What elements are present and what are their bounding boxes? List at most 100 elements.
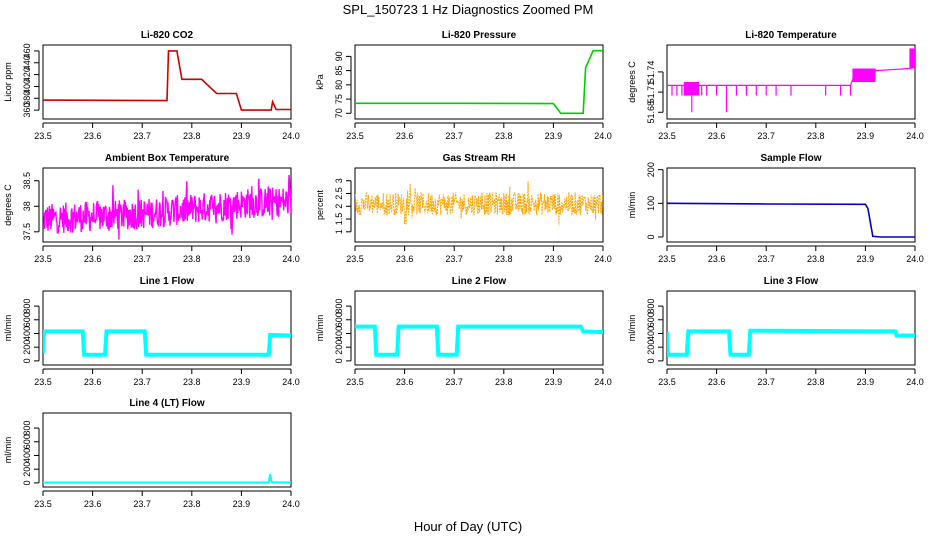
x-tick-label: 24.0 — [594, 377, 612, 387]
x-tick-label: 24.0 — [594, 254, 612, 264]
chart-panel: Line 1 Flow ml/min 23.5 23.6 23.7 23.8 23.9 24.… — [3, 276, 300, 387]
y-tick-label: 360 — [22, 103, 32, 118]
series-line — [43, 174, 291, 240]
plot-frame — [42, 290, 292, 366]
x-tick-label: 23.8 — [807, 377, 825, 387]
chart-panel: Line 4 (LT) Flow ml/min 23.5 23.6 23.7 23.8 23… — [3, 398, 300, 509]
plot-frame — [42, 412, 292, 488]
y-tick-label: 70 — [334, 108, 344, 118]
y-tick-label: 800 — [22, 421, 32, 436]
x-tick-label: 23.9 — [233, 499, 251, 509]
plot-frame — [42, 44, 292, 120]
x-tick-label: 23.5 — [346, 377, 364, 387]
x-tick-label: 24.0 — [906, 377, 924, 387]
x-tick-label: 23.9 — [545, 377, 563, 387]
x-tick-label: 23.5 — [658, 377, 676, 387]
panel-title: Line 4 (LT) Flow — [129, 398, 205, 409]
y-tick-label: 2.5 — [334, 187, 344, 200]
plot-area — [667, 328, 915, 357]
y-axis-label: percent — [315, 189, 325, 220]
y-tick-label: 51.74 — [646, 61, 656, 84]
x-tick-label: 23.7 — [133, 377, 151, 387]
y-tick-label: 1 — [334, 229, 344, 234]
x-tick-label: 23.7 — [445, 254, 463, 264]
y-tick-label: 200 — [22, 340, 32, 355]
y-tick-label: 0 — [22, 480, 32, 485]
x-tick-label: 23.6 — [708, 131, 726, 141]
series-line — [667, 328, 915, 357]
panel-title: Li-820 Temperature — [745, 30, 837, 41]
x-tick-label: 23.5 — [34, 377, 52, 387]
x-tick-label: 24.0 — [282, 499, 300, 509]
plot-area — [667, 48, 915, 113]
plot-frame — [354, 167, 604, 243]
y-tick-label: 2 — [334, 204, 344, 209]
series-line — [43, 473, 291, 484]
series-line — [355, 324, 603, 357]
y-tick-label: 460 — [22, 43, 32, 58]
plot-frame — [666, 290, 916, 366]
y-axis-label: ml/min — [3, 315, 13, 342]
x-tick-label: 23.6 — [708, 254, 726, 264]
chart-panel: Li-820 CO2 Licor ppm 23.5 23.6 23.7 23.8 23.9 2… — [3, 30, 300, 141]
x-tick-label: 23.8 — [183, 499, 201, 509]
panel-title: Li-820 CO2 — [141, 30, 194, 41]
chart-panel: Li-820 Temperature degrees C 23.5 23.6 23.7 2… — [627, 30, 924, 141]
series-line — [355, 49, 603, 115]
x-tick-label: 23.6 — [396, 131, 414, 141]
y-tick-label: 600 — [334, 312, 344, 327]
y-tick-label: 400 — [22, 79, 32, 94]
y-tick-label: 440 — [22, 55, 32, 70]
y-tick-label: 400 — [334, 326, 344, 341]
y-tick-label: 1.5 — [334, 213, 344, 226]
x-tick-label: 23.8 — [807, 131, 825, 141]
plot-area — [43, 50, 291, 111]
x-tick-label: 24.0 — [906, 254, 924, 264]
x-tick-label: 24.0 — [282, 377, 300, 387]
y-tick-label: 38 — [22, 201, 32, 211]
chart-panel: Ambient Box Temperature degrees C 23.5 23.6… — [3, 153, 300, 264]
chart-panel: Gas Stream RH percent 23.5 23.6 23.7 23.8 23.9… — [315, 153, 612, 264]
chart-panel: Li-820 Pressure kPa 23.5 23.6 23.7 23.8 23.9 24… — [315, 30, 612, 141]
panel-title: Line 1 Flow — [140, 276, 195, 287]
chart-panel: Line 2 Flow ml/min 23.5 23.6 23.7 23.8 23.9 24.… — [315, 276, 612, 387]
y-tick-label: 380 — [22, 91, 32, 106]
x-tick-label: 23.6 — [84, 131, 102, 141]
x-tick-label: 23.8 — [183, 377, 201, 387]
x-tick-label: 23.6 — [708, 377, 726, 387]
figure-title: SPL_150723 1 Hz Diagnostics Zoomed PM — [343, 2, 594, 17]
plot-frame — [666, 167, 916, 243]
series-line — [43, 50, 291, 111]
y-tick-label: 3 — [334, 178, 344, 183]
x-tick-label: 23.6 — [84, 377, 102, 387]
plot-area — [355, 181, 603, 226]
series-line — [355, 181, 603, 226]
y-axis-label: ml/min — [627, 192, 637, 219]
x-tick-label: 23.5 — [658, 254, 676, 264]
y-tick-label: 38.5 — [22, 172, 32, 190]
y-axis-label: Licor ppm — [3, 62, 13, 102]
y-tick-label: 0 — [22, 358, 32, 363]
x-tick-label: 24.0 — [906, 131, 924, 141]
x-tick-label: 23.9 — [233, 254, 251, 264]
chart-panel: Sample Flow ml/min 23.5 23.6 23.7 23.8 23.9 24.… — [627, 153, 924, 264]
x-tick-label: 23.7 — [445, 131, 463, 141]
y-tick-label: 400 — [646, 326, 656, 341]
plot-area — [43, 329, 291, 357]
x-tick-label: 23.6 — [84, 499, 102, 509]
y-tick-label: 0 — [646, 234, 656, 239]
plot-area — [667, 202, 915, 238]
panel-title: Gas Stream RH — [443, 153, 516, 164]
x-tick-label: 23.5 — [346, 254, 364, 264]
y-tick-label: 400 — [22, 326, 32, 341]
x-tick-label: 23.9 — [857, 377, 875, 387]
x-tick-label: 23.5 — [346, 131, 364, 141]
y-tick-label: 100 — [646, 196, 656, 211]
y-axis-label: ml/min — [627, 315, 637, 342]
y-tick-label: 51.71 — [646, 81, 656, 104]
y-tick-label: 420 — [22, 67, 32, 82]
x-tick-label: 23.7 — [133, 131, 151, 141]
x-tick-label: 23.8 — [495, 377, 513, 387]
x-tick-label: 23.5 — [34, 499, 52, 509]
y-axis-label: degrees C — [3, 184, 13, 226]
